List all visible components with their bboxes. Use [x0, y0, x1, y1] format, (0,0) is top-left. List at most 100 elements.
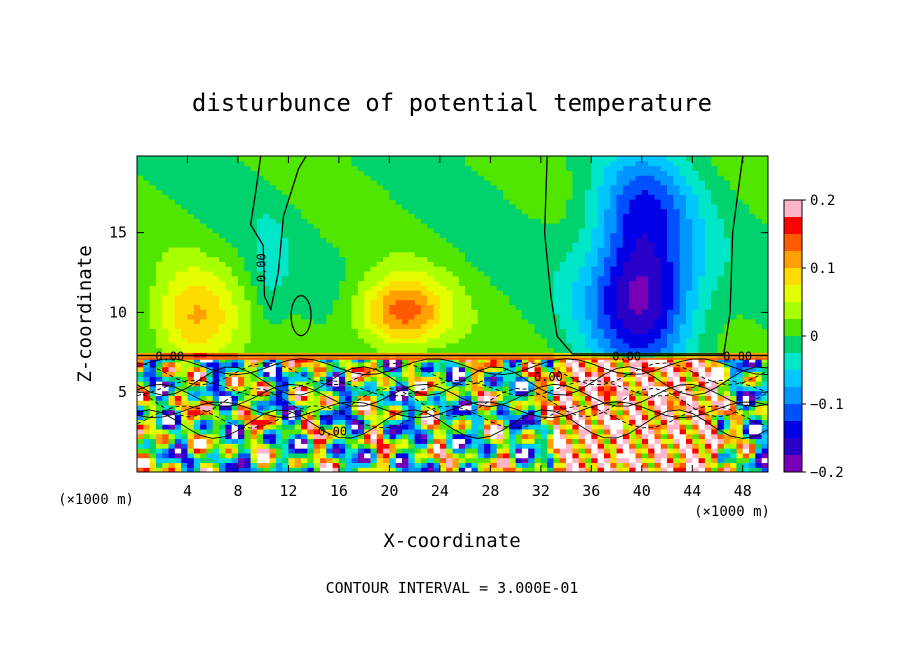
heat-cell: [155, 309, 163, 315]
heat-cell: [244, 170, 252, 176]
heat-cell: [162, 419, 170, 425]
heat-cell: [389, 333, 397, 339]
heat-cell: [496, 309, 504, 315]
heat-cell: [408, 184, 416, 191]
heat-cell: [528, 443, 536, 449]
heat-cell: [149, 357, 157, 363]
heat-cell: [206, 218, 214, 224]
heat-cell: [521, 270, 529, 277]
heat-cell: [143, 419, 151, 425]
heat-cell: [294, 462, 302, 468]
heat-cell: [502, 242, 510, 248]
heat-cell: [502, 170, 510, 176]
heat-cell: [427, 328, 435, 334]
heat-cell: [162, 232, 170, 238]
heat-cell: [313, 227, 321, 234]
heat-cell: [553, 309, 561, 315]
heat-cell: [395, 328, 403, 334]
heat-cell: [256, 361, 264, 368]
heat-cell: [465, 218, 473, 224]
heat-cell: [597, 170, 605, 176]
heat-cell: [231, 160, 239, 167]
heat-cell: [408, 390, 416, 396]
heat-cell: [162, 299, 170, 306]
heat-cell: [143, 309, 151, 315]
heat-cell: [168, 376, 176, 382]
heat-cell: [212, 223, 220, 229]
heat-cell: [244, 294, 252, 301]
heat-cell: [319, 208, 327, 215]
heat-cell: [237, 462, 245, 468]
heat-cell: [332, 194, 340, 200]
heat-cell: [269, 328, 277, 334]
heat-cell: [547, 165, 555, 171]
heat-cell: [408, 409, 416, 416]
heat-cell: [509, 170, 517, 176]
heat-cell: [559, 376, 567, 382]
heat-cell: [439, 285, 447, 291]
heat-cell: [420, 194, 428, 200]
heat-cell: [313, 251, 321, 258]
heat-cell: [370, 457, 378, 464]
heat-cell: [370, 304, 378, 310]
heat-cell: [458, 294, 466, 301]
heat-cell: [244, 347, 252, 353]
heat-cell: [219, 261, 226, 267]
heat-cell: [591, 290, 599, 296]
heat-cell: [275, 467, 283, 472]
heat-cell: [357, 328, 365, 334]
heat-cell: [231, 309, 239, 315]
heat-cell: [301, 266, 308, 272]
heat-cell: [219, 337, 226, 344]
heat-cell: [566, 337, 573, 344]
heat-cell: [168, 414, 176, 420]
heat-cell: [149, 376, 157, 382]
heat-cell: [414, 428, 422, 435]
heat-cell: [137, 213, 144, 219]
heat-cell: [603, 203, 611, 210]
heat-cell: [294, 256, 302, 262]
heat-cell: [597, 223, 605, 229]
heat-cell: [168, 299, 176, 306]
heat-cell: [509, 328, 517, 334]
heat-cell: [427, 299, 435, 306]
heat-cell: [282, 237, 290, 243]
heat-cell: [515, 208, 523, 215]
heat-cell: [597, 218, 605, 224]
heat-cell: [301, 227, 308, 234]
heat-cell: [244, 452, 252, 459]
heat-cell: [603, 208, 611, 215]
heat-cell: [540, 170, 548, 176]
heat-cell: [357, 448, 365, 454]
heat-cell: [402, 443, 409, 449]
heat-cell: [338, 266, 346, 272]
heat-cell: [187, 213, 195, 219]
heat-cell: [452, 294, 460, 301]
heat-cell: [326, 419, 334, 425]
heat-cell: [294, 270, 302, 277]
heat-cell: [206, 156, 214, 162]
heat-cell: [143, 467, 151, 472]
heat-cell: [458, 227, 466, 234]
heat-cell: [338, 438, 346, 444]
heat-cell: [591, 170, 599, 176]
heat-cell: [351, 208, 359, 215]
heat-cell: [256, 189, 264, 195]
heat-cell: [585, 160, 592, 167]
heat-cell: [206, 438, 214, 444]
heat-cell: [263, 160, 271, 167]
heat-cell: [427, 285, 435, 291]
heat-cell: [458, 232, 466, 238]
heat-cell: [269, 448, 277, 454]
heat-cell: [364, 242, 372, 248]
heat-cell: [231, 381, 239, 387]
heat-cell: [326, 443, 334, 449]
heat-cell: [610, 433, 618, 440]
heat-cell: [181, 347, 189, 353]
heat-cell: [155, 223, 163, 229]
heat-cell: [181, 199, 189, 205]
heat-cell: [250, 294, 258, 301]
heat-cell: [572, 433, 580, 440]
heat-cell: [572, 184, 580, 191]
heat-cell: [244, 390, 252, 396]
